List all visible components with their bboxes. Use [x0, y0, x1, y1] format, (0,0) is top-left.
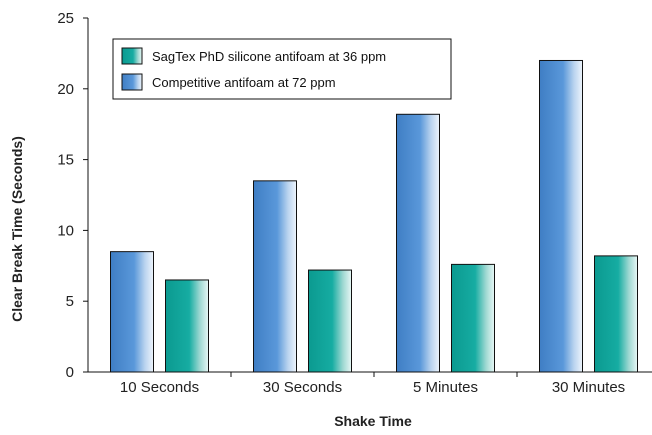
- bar-competitive-0: [110, 251, 154, 373]
- bar-competitive-3: [539, 59, 583, 373]
- bar-sagtex-1: [308, 269, 352, 373]
- x-tick-label: 30 Seconds: [263, 379, 342, 396]
- y-tick-label: 10: [57, 222, 74, 239]
- y-tick-label: 15: [57, 152, 74, 169]
- legend-box: [112, 38, 452, 100]
- y-tick-label: 20: [57, 81, 74, 98]
- x-axis-title: Shake Time: [334, 413, 412, 429]
- y-tick-label: 25: [57, 10, 74, 27]
- legend: SagTex PhD silicone antifoam at 36 ppm C…: [112, 38, 452, 100]
- bar-sagtex-2: [451, 263, 495, 373]
- bar-competitive-1: [253, 180, 297, 373]
- y-tick-label: 5: [66, 293, 74, 310]
- legend-swatch-competitive: [121, 73, 143, 91]
- y-axis-title: Clear Break Time (Seconds): [9, 136, 25, 322]
- bar-sagtex-0: [165, 279, 209, 373]
- legend-label-competitive: Competitive antifoam at 72 ppm: [152, 75, 336, 90]
- x-tick-label: 30 Minutes: [552, 379, 625, 396]
- x-tick-label: 5 Minutes: [413, 379, 478, 396]
- bar-competitive-2: [396, 113, 440, 373]
- legend-swatch-sagtex: [121, 47, 143, 65]
- legend-label-sagtex: SagTex PhD silicone antifoam at 36 ppm: [152, 49, 386, 64]
- plot-area: 0 5 10 15 20 25 10 Seconds 30 Seconds 5 Minutes 3…: [57, 10, 652, 396]
- x-tick-label: 10 Seconds: [120, 379, 199, 396]
- bar-sagtex-3: [594, 255, 638, 373]
- y-tick-label: 0: [66, 364, 74, 381]
